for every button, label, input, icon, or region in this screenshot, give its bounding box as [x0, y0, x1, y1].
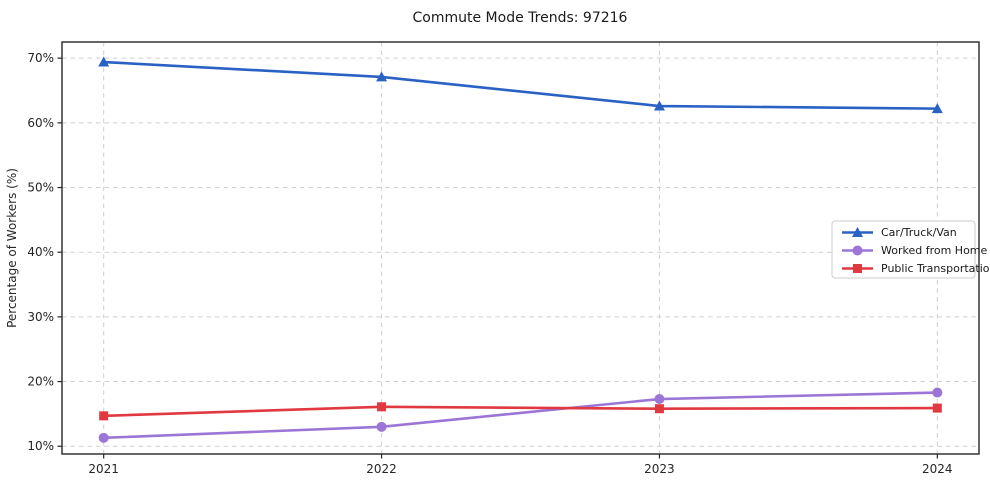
series-line-public-transportation: [102, 405, 939, 418]
data-series: [98, 56, 943, 443]
legend-entry-worked-from-home: Worked from Home: [842, 244, 988, 257]
y-tick-label: 70%: [27, 51, 54, 65]
y-tick-label: 10%: [27, 439, 54, 453]
x-tick-label: 2023: [644, 462, 675, 476]
x-tick-label: 2021: [88, 462, 119, 476]
y-tick-label: 30%: [27, 310, 54, 324]
y-axis-label: Percentage of Workers (%): [5, 168, 19, 328]
legend-marker-circle: [852, 245, 863, 256]
x-tick-label: 2024: [922, 462, 953, 476]
data-point-public-transportation: [932, 403, 942, 413]
data-point-public-transportation: [99, 411, 109, 421]
data-point-car-truck-van: [98, 56, 110, 67]
legend-marker-square: [853, 264, 862, 273]
y-tick-label: 50%: [27, 181, 54, 195]
legend-entry-public-transportation: Public Transportation: [842, 262, 990, 275]
legend-box: [831, 220, 976, 279]
y-tick-label: 20%: [27, 375, 54, 389]
x-tick-label: 2022: [366, 462, 397, 476]
legend-marker-triangle: [852, 227, 863, 237]
legend-entry-car-truck-van: Car/Truck/Van: [842, 226, 957, 239]
data-point-car-truck-van: [931, 103, 943, 114]
series-line-car-truck-van: [102, 60, 939, 110]
series-public-transportation: [99, 402, 942, 421]
series-worked-from-home: [98, 387, 943, 443]
y-tick-label: 40%: [27, 245, 54, 259]
data-point-car-truck-van: [376, 71, 388, 82]
chart-title: Commute Mode Trends: 97216: [413, 10, 628, 26]
legend-label: Public Transportation: [881, 262, 990, 275]
data-point-public-transportation: [654, 404, 664, 414]
data-point-worked-from-home: [654, 394, 665, 405]
plot-border: [61, 41, 980, 455]
data-point-worked-from-home: [932, 387, 943, 398]
data-point-car-truck-van: [653, 100, 665, 111]
legend: Car/Truck/Van Worked from Home Public Tran…: [831, 220, 990, 279]
y-tick-label: 60%: [27, 116, 54, 130]
legend-label: Car/Truck/Van: [881, 226, 957, 239]
axes: 10% 20% 30% 40% 50% 60% 70% 2021 2022 2023 2024: [27, 41, 980, 476]
series-line-worked-from-home: [102, 391, 939, 440]
legend-label: Worked from Home: [881, 244, 988, 257]
data-point-worked-from-home: [98, 432, 109, 443]
data-point-public-transportation: [377, 402, 387, 412]
series-car-truck-van: [98, 56, 943, 114]
data-point-worked-from-home: [376, 421, 387, 432]
